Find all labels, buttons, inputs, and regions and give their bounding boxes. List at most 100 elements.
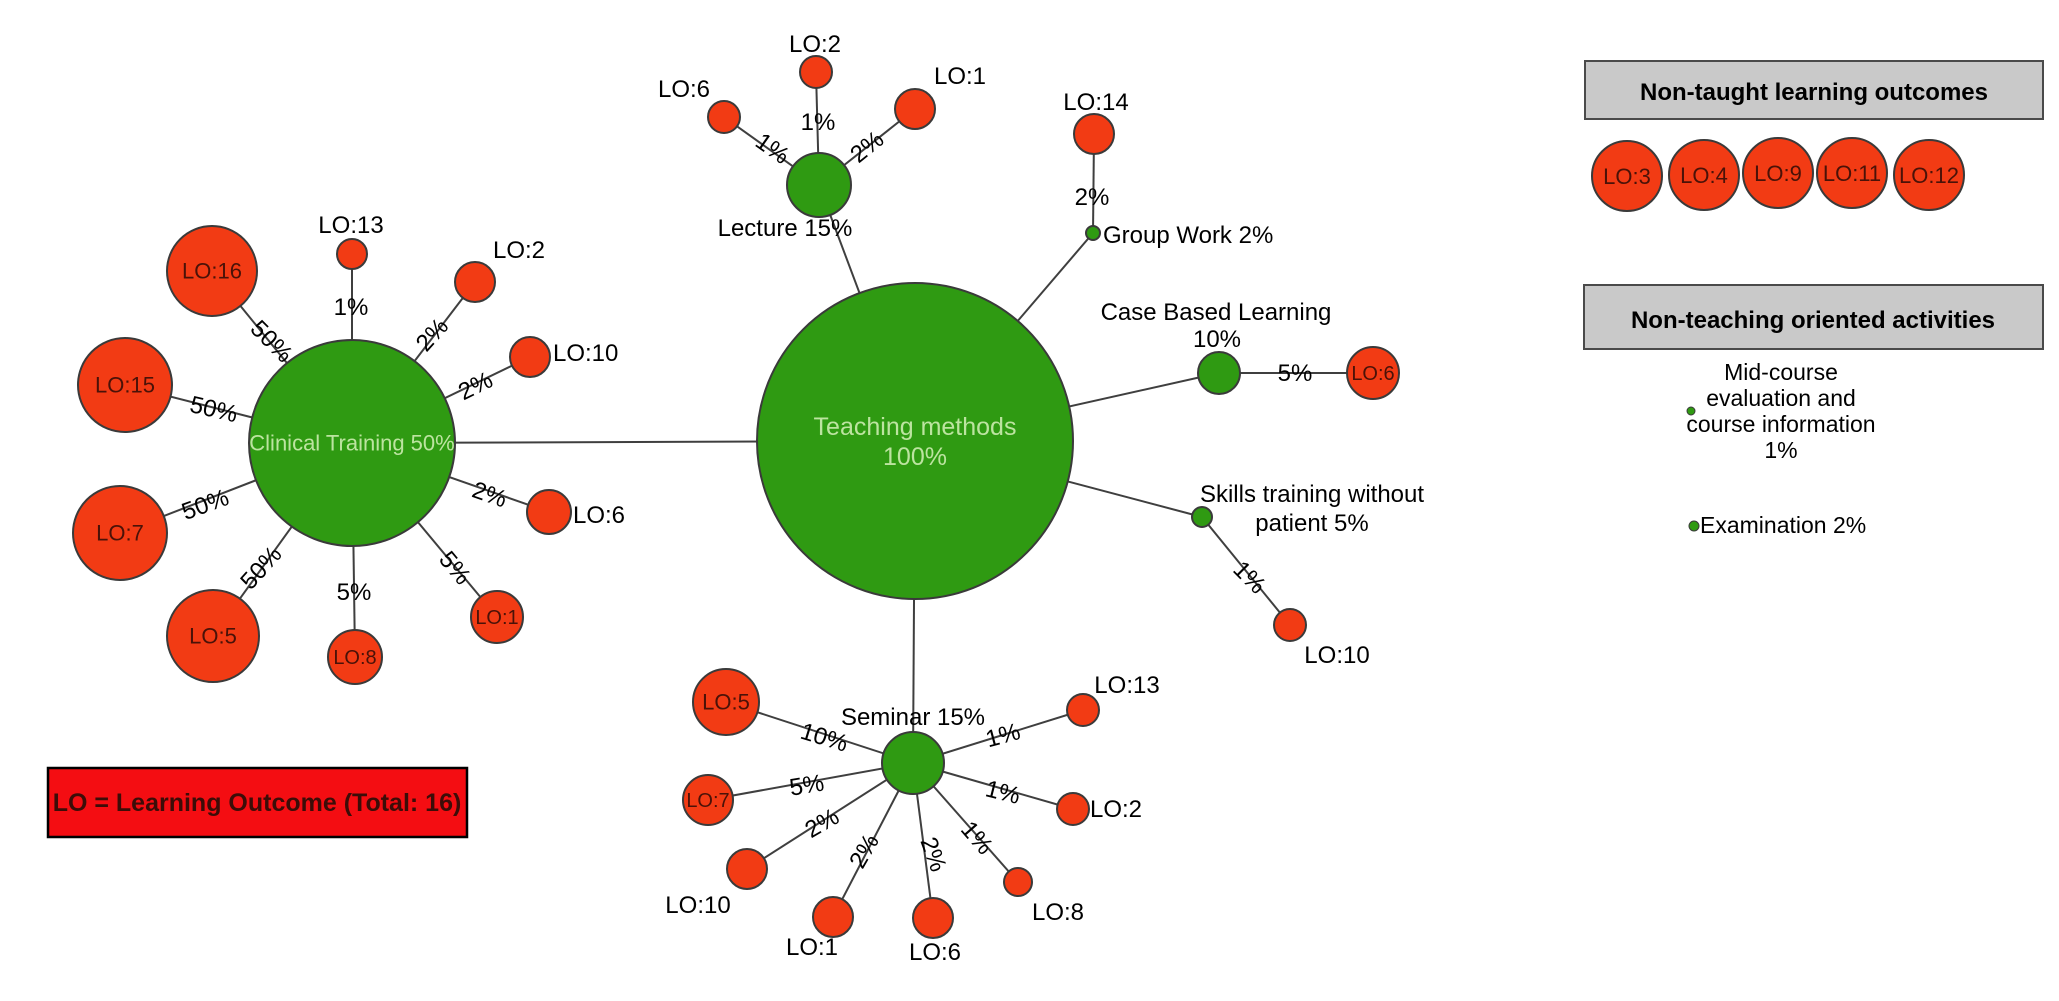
- free-label: LO:2: [493, 237, 545, 264]
- free-label: Skills training without: [1200, 481, 1424, 508]
- node-cbl: [1197, 351, 1241, 395]
- node-label-lo5_s: LO:5: [702, 690, 750, 715]
- node-lo1_c: [470, 590, 524, 644]
- node-label-clinical: Clinical Training 50%: [249, 431, 454, 456]
- legend-outcome-LO:12: [1893, 139, 1965, 211]
- edge-label: 1%: [334, 294, 369, 321]
- node-skills: [1191, 506, 1213, 528]
- edge-label: 1%: [983, 775, 1023, 810]
- free-label: LO:1: [786, 934, 838, 961]
- legend-activity-text: Examination 2%: [1700, 512, 1866, 538]
- legend-activity-dot-0: [1686, 406, 1696, 416]
- edge-seminar-lo10_s: [746, 762, 914, 870]
- footer-key-box: [46, 766, 469, 839]
- legend-activity-dot-1: [1688, 520, 1700, 532]
- node-label-lo7_c: LO:7: [96, 521, 144, 546]
- free-label: LO:14: [1063, 89, 1128, 116]
- legend-outcome-label: LO:11: [1823, 161, 1881, 186]
- edge-label: 50%: [178, 484, 232, 526]
- node-lo10_c: [509, 336, 551, 378]
- free-label: LO:8: [1032, 899, 1084, 926]
- legend-activity-text: course information: [1686, 411, 1875, 437]
- edge-label: 1%: [801, 109, 836, 136]
- node-clinical: [248, 339, 456, 547]
- free-label: LO:10: [553, 340, 618, 367]
- free-label: Seminar 15%: [841, 704, 985, 731]
- edge-label: 2%: [844, 829, 885, 873]
- edge-label: 2%: [914, 834, 951, 876]
- edge-label: 2%: [845, 126, 889, 169]
- node-lo10_sk: [1273, 608, 1307, 642]
- free-label: LO:6: [909, 939, 961, 966]
- free-label: LO:2: [1090, 796, 1142, 823]
- node-lo14: [1073, 113, 1115, 155]
- legend-outcome-LO:3: [1591, 140, 1663, 212]
- node-lo8_c: [327, 629, 383, 685]
- legend-outcome-label: LO:3: [1603, 164, 1651, 189]
- legend-activity-text: evaluation and: [1706, 385, 1856, 411]
- free-label: LO:13: [318, 212, 383, 239]
- node-label-lo15: LO:15: [95, 373, 155, 398]
- legend-activity-text: 1%: [1764, 437, 1797, 463]
- edge-label: 5%: [337, 579, 372, 606]
- edge-label: 50%: [235, 541, 287, 595]
- free-label: LO:13: [1094, 672, 1159, 699]
- edge-seminar-lo7_s: [707, 762, 914, 801]
- node-lo10_s: [726, 848, 768, 890]
- node-lo16: [166, 225, 258, 317]
- node-lo5_c: [166, 589, 260, 683]
- node-lo6_cbl: [1346, 346, 1400, 400]
- free-label: Group Work 2%: [1103, 222, 1273, 249]
- node-lo13_s: [1066, 693, 1100, 727]
- edge-label: 2%: [800, 803, 844, 844]
- edge-label: 50%: [187, 391, 240, 428]
- edge-skills-lo10_sk: [1201, 516, 1291, 626]
- node-lo1_s: [812, 896, 854, 938]
- edge-label: 5%: [788, 770, 826, 802]
- edge-label: 2%: [411, 313, 454, 357]
- node-lo15: [77, 337, 173, 433]
- node-label-lo7_s: LO:7: [686, 790, 729, 812]
- legend-outcome-LO:11: [1816, 137, 1888, 209]
- edge-label: 5%: [1278, 360, 1313, 387]
- node-lo5_s: [692, 668, 760, 736]
- node-teaching: [756, 282, 1074, 600]
- legend-outcome-label: LO:9: [1754, 161, 1802, 186]
- legend-outcome-LO:4: [1668, 139, 1740, 211]
- node-lo7_s: [682, 774, 734, 826]
- node-lo2_c: [454, 261, 496, 303]
- footer-key-text: LO = Learning Outcome (Total: 16): [53, 789, 462, 817]
- legend-box-non-teaching-title: Non-teaching oriented activities: [1631, 307, 1995, 334]
- node-lo2_l: [799, 55, 833, 89]
- node-lo7_c: [72, 485, 168, 581]
- node-label-lo1_c: LO:1: [475, 607, 518, 629]
- node-lo6_l: [707, 100, 741, 134]
- free-label: LO:10: [1304, 642, 1369, 669]
- legend-box-non-taught: [1584, 60, 2044, 120]
- free-label: Lecture 15%: [718, 215, 853, 242]
- free-label: LO:1: [934, 63, 986, 90]
- edge-label: 1%: [983, 718, 1023, 753]
- legend-outcome-LO:9: [1742, 137, 1814, 209]
- node-lo8_s: [1003, 867, 1033, 897]
- free-label: LO:2: [789, 31, 841, 58]
- legend-activity-text: Mid-course: [1724, 359, 1838, 385]
- node-lo1_l: [894, 88, 936, 130]
- legend-box-non-taught-title: Non-taught learning outcomes: [1640, 79, 1988, 106]
- edge-label: 2%: [1075, 184, 1110, 211]
- free-label: 10%: [1193, 326, 1241, 353]
- free-label: patient 5%: [1255, 510, 1368, 537]
- legend-outcome-label: LO:4: [1680, 163, 1728, 188]
- free-label: LO:6: [658, 76, 710, 103]
- node-label-lo5_c: LO:5: [189, 624, 237, 649]
- node-label-lo8_c: LO:8: [333, 647, 376, 669]
- node-lo2_s: [1056, 792, 1090, 826]
- edge-label: 2%: [469, 476, 511, 513]
- node-lo6_c: [526, 489, 572, 535]
- legend-outcome-label: LO:12: [1899, 163, 1959, 188]
- node-label-lo16: LO:16: [182, 259, 242, 284]
- node-lecture: [786, 152, 852, 218]
- node-groupwork: [1085, 225, 1101, 241]
